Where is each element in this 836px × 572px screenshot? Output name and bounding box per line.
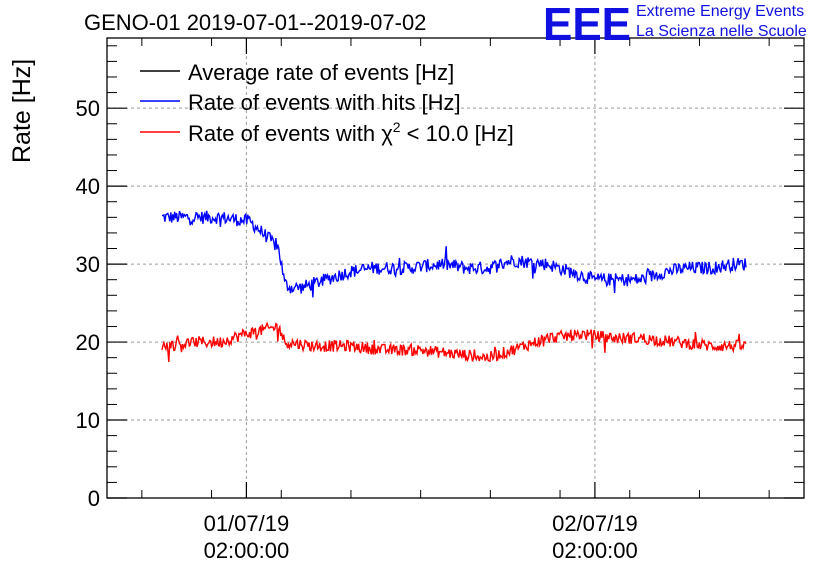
y-tick-label: 20 <box>76 330 100 355</box>
legend: Average rate of events [Hz] Rate of event… <box>140 60 514 146</box>
y-tick-label: 50 <box>76 96 100 121</box>
series-line-2 <box>161 321 747 363</box>
y-tick-label: 10 <box>76 408 100 433</box>
series-line-1 <box>161 210 747 298</box>
x-tick-label-time: 02:00:00 <box>552 538 638 563</box>
x-tick-label-time: 02:00:00 <box>204 538 290 563</box>
plot-frame <box>106 37 805 499</box>
series-layer <box>161 210 747 363</box>
legend-label-2: Rate of events with χ2 < 10.0 [Hz] <box>188 119 514 146</box>
x-tick-label-date: 02/07/19 <box>552 511 638 536</box>
y-axis-label: Rate [Hz] <box>8 59 36 163</box>
y-tick-label: 40 <box>76 174 100 199</box>
legend-label-1: Rate of events with hits [Hz] <box>188 90 461 115</box>
y-tick-label: 0 <box>88 486 100 511</box>
y-tick-label: 30 <box>76 252 100 277</box>
axes: 0102030405001/07/1902:00:0002/07/1902:00… <box>76 38 804 563</box>
chart-title: GENO-01 2019-07-01--2019-07-02 <box>84 10 426 35</box>
logo-line-2: La Scienza nelle Scuole <box>636 23 807 40</box>
x-tick-label-date: 01/07/19 <box>204 511 290 536</box>
logo-mark: EEE <box>543 0 631 50</box>
logo-line-1: Extreme Energy Events <box>636 3 805 20</box>
legend-label-0: Average rate of events [Hz] <box>188 60 454 85</box>
